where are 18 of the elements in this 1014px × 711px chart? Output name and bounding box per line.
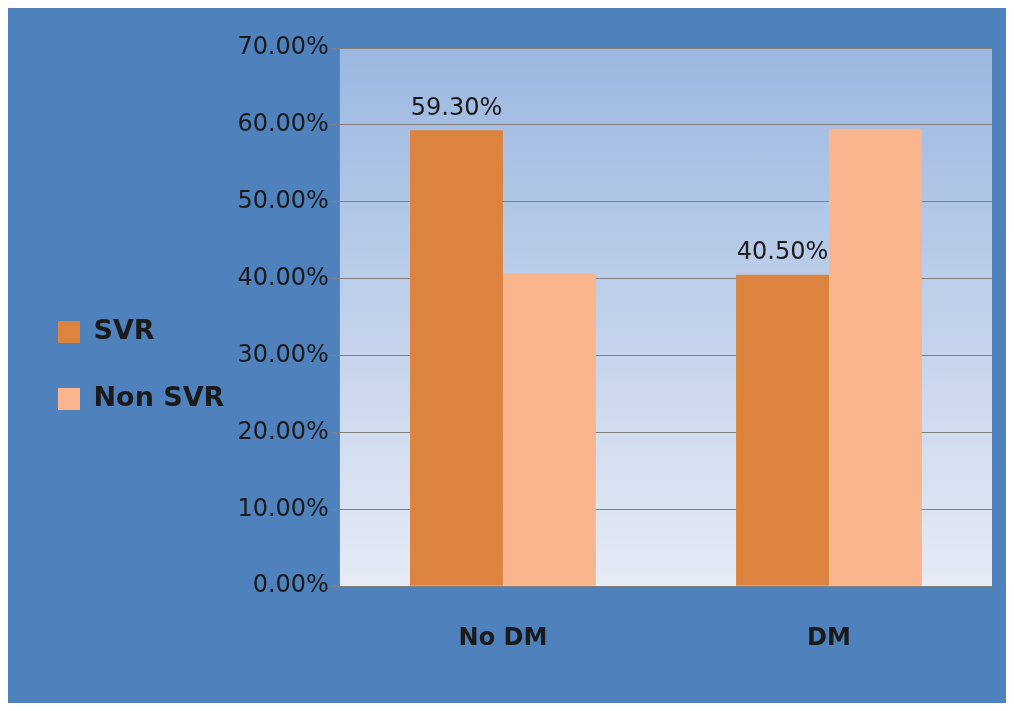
bar bbox=[502, 273, 596, 586]
legend-label: Non SVR bbox=[93, 381, 225, 413]
x-tick-label: DM bbox=[807, 622, 851, 651]
y-tick-label: 30.00% bbox=[237, 339, 329, 368]
data-label: 59.30% bbox=[410, 92, 503, 121]
legend-label: SVR bbox=[93, 314, 155, 346]
y-tick-label: 10.00% bbox=[237, 493, 329, 522]
y-tick-label: 60.00% bbox=[237, 109, 329, 138]
x-tick-label: No DM bbox=[458, 622, 548, 651]
bar bbox=[736, 274, 829, 586]
y-tick-label: 50.00% bbox=[237, 186, 329, 215]
y-tick-label: 70.00% bbox=[237, 32, 329, 61]
bar bbox=[410, 130, 503, 586]
y-tick-label: 20.00% bbox=[237, 416, 329, 445]
data-label: 40.50% bbox=[736, 237, 829, 266]
bar bbox=[828, 128, 922, 586]
y-tick-label: 40.00% bbox=[237, 262, 329, 291]
y-tick-label: 0.00% bbox=[252, 570, 329, 599]
